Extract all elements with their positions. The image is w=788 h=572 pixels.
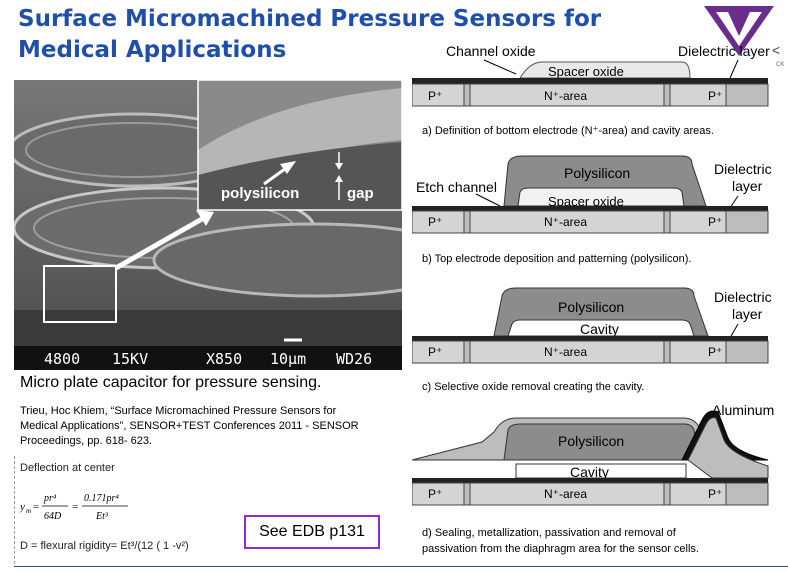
label-polysilicon-d: Polysilicon	[558, 433, 624, 449]
label-spacer-oxide: Spacer oxide	[548, 64, 624, 79]
label-p-right-c: P⁺	[708, 345, 722, 359]
label-dielectric-c2: layer	[732, 306, 763, 322]
label-polysilicon-c: Polysilicon	[558, 299, 624, 315]
label-aluminum: Aluminum	[712, 402, 774, 418]
gap-label: gap	[347, 185, 374, 202]
label-cavity-c: Cavity	[580, 321, 619, 337]
prev-slide-arrow-icon[interactable]: <	[772, 42, 781, 58]
label-etch-channel: Etch channel	[416, 179, 497, 195]
rigidity-formula: D = flexural rigidity= Et³/(12 ( 1 -v²)	[20, 540, 189, 552]
sem-magnification-code: 4800	[44, 350, 80, 368]
diagram-d: Polysilicon Cavity Aluminum P⁺ N⁺-area P…	[412, 402, 774, 555]
diagram-c: Polysilicon Cavity Dielectric layer P⁺ N…	[412, 287, 772, 393]
label-p-left-c: P⁺	[428, 345, 442, 359]
caption-d1: d) Sealing, metallization, passivation a…	[422, 527, 677, 539]
sem-micrograph: polysilicon gap 4800 15KV X850 10µm WD26	[14, 80, 402, 370]
label-p-right-b: P⁺	[708, 215, 722, 229]
university-logo-icon	[704, 6, 774, 56]
svg-text:=: =	[33, 501, 39, 513]
label-n-area: N⁺-area	[544, 89, 587, 103]
citation-line: Trieu, Hoc Khiem, “Surface Micromachined…	[20, 405, 337, 417]
deflection-formula: y m = pr⁴ 64D = 0.171pr⁴ Et³	[20, 493, 128, 522]
sem-scale: 10µm	[270, 350, 306, 368]
label-cavity-d: Cavity	[570, 464, 609, 480]
label-p-left-b: P⁺	[428, 215, 442, 229]
label-n-area-d: N⁺-area	[544, 487, 587, 501]
formula-frac1-num: pr⁴	[43, 493, 57, 504]
see-edb-button[interactable]: See EDB p131	[244, 515, 380, 549]
formula-frac2-den: Et³	[95, 511, 109, 522]
caption-b: b) Top electrode deposition and patterni…	[422, 253, 691, 265]
formula-frac2-num: 0.171pr⁴	[84, 493, 119, 504]
footer-divider	[14, 566, 788, 567]
formula-lhs: y	[20, 501, 25, 513]
caption-a: a) Definition of bottom electrode (N⁺-ar…	[422, 125, 714, 137]
process-diagrams: Channel oxide Dielectric layer Spacer ox…	[412, 43, 774, 555]
formula-box-border	[14, 456, 17, 564]
label-dielectric-c1: Dielectric	[714, 289, 772, 305]
label-p-left: P⁺	[428, 89, 442, 103]
sem-working-distance: WD26	[336, 350, 372, 368]
label-dielectric-layer: Dielectric layer	[678, 43, 770, 59]
label-dielectric-b1: Dielectric	[714, 161, 772, 177]
label-p-right: P⁺	[708, 89, 722, 103]
citation-line: Medical Applications”, SENSOR+TEST Confe…	[20, 420, 359, 432]
diagram-a: Channel oxide Dielectric layer Spacer ox…	[412, 43, 770, 137]
label-n-area-c: N⁺-area	[544, 345, 587, 359]
label-channel-oxide: Channel oxide	[446, 43, 536, 59]
slide-title: Surface Micromachined Pressure Sensors f…	[18, 6, 602, 63]
citation-line: Proceedings, pp. 618- 623.	[20, 435, 153, 447]
label-spacer-oxide-b: Spacer oxide	[548, 194, 624, 209]
sem-caption: Micro plate capacitor for pressure sensi…	[20, 374, 322, 391]
nav-label: CK	[776, 62, 785, 68]
caption-d2: passivation from the diaphragm area for …	[422, 543, 699, 555]
deflection-title: Deflection at center	[20, 462, 115, 474]
label-p-left-d: P⁺	[428, 487, 442, 501]
formula-frac1-den: 64D	[44, 511, 62, 522]
label-n-area-b: N⁺-area	[544, 215, 587, 229]
sem-magnification: X850	[206, 350, 242, 368]
citation: Trieu, Hoc Khiem, “Surface Micromachined…	[20, 404, 390, 449]
svg-text:=: =	[72, 501, 78, 513]
sem-voltage: 15KV	[112, 350, 148, 368]
formula-lhs-sub: m	[26, 507, 31, 515]
label-p-right-d: P⁺	[708, 487, 722, 501]
label-dielectric-b2: layer	[732, 178, 763, 194]
label-polysilicon-b: Polysilicon	[564, 165, 630, 181]
polysilicon-label: polysilicon	[221, 185, 299, 202]
diagram-b: Polysilicon Spacer oxide Etch channel Di…	[412, 155, 772, 265]
caption-c: c) Selective oxide removal creating the …	[422, 381, 644, 393]
